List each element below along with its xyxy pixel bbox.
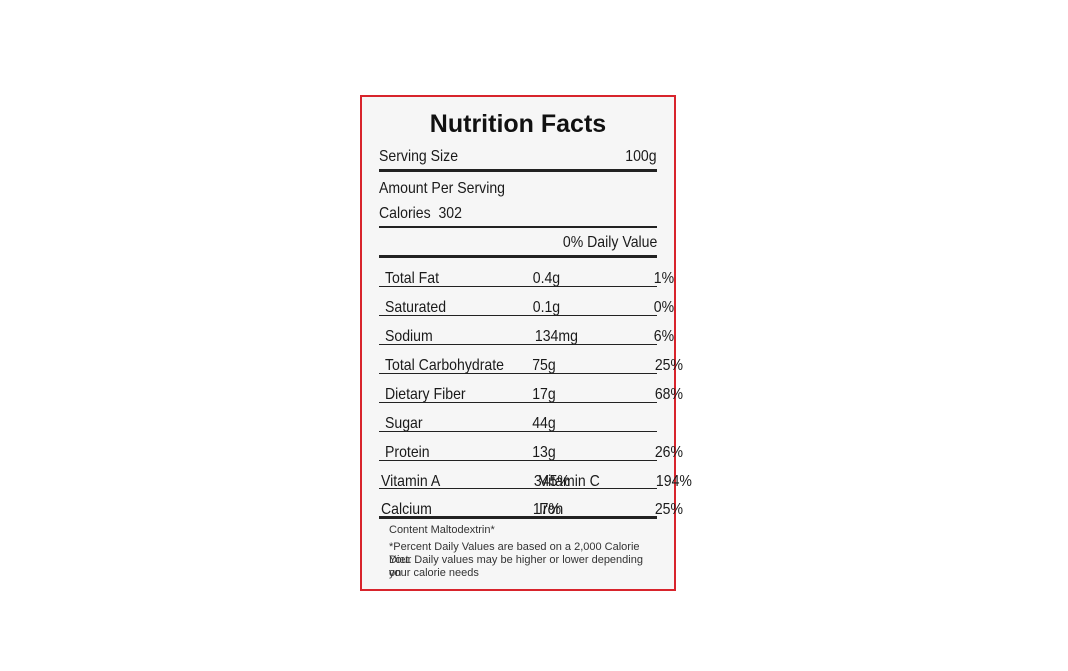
nutrient-divider — [379, 373, 657, 374]
vitamin-row: Calcium 17% Iron 25% — [381, 501, 684, 518]
footnote-content: Content Maltodextrin* — [389, 524, 495, 536]
nutrient-divider — [379, 344, 657, 345]
nutrient-row: Saturated 0.1g 0% — [385, 299, 675, 316]
serving-size-label: Serving Size — [379, 148, 459, 165]
calories-label: Calories — [379, 205, 431, 222]
footnote-line-2: Your Daily values may be higher or lower… — [389, 554, 643, 579]
footnote-line-3: your calorie needs — [389, 567, 479, 579]
daily-value-header-wrap: 0% Daily Value — [550, 234, 657, 252]
nutrient-divider — [379, 460, 657, 461]
vitamin-divider — [379, 516, 657, 519]
nutrient-divider — [379, 315, 657, 316]
calories-value: 302 — [438, 205, 462, 222]
nutrient-divider — [379, 402, 657, 403]
serving-size-value: 100g — [625, 148, 657, 165]
nutrition-facts-label: Nutrition Facts Serving Size 100g Amount… — [360, 95, 692, 591]
divider-serving — [379, 169, 657, 172]
serving-size-value-wrap: 100g — [621, 148, 657, 166]
nutrient-row: Sugar 44g — [385, 415, 556, 432]
amount-per-serving: Amount Per Serving — [379, 180, 657, 198]
label-content: Nutrition Facts Serving Size 100g Amount… — [379, 97, 692, 589]
vitamin-divider — [379, 488, 657, 489]
nutrient-row: Protein 13g 26% — [385, 444, 684, 461]
divider-calories — [379, 226, 657, 228]
label-title: Nutrition Facts — [429, 110, 607, 138]
daily-value-header: 0% Daily Value — [562, 234, 657, 251]
footnote-line-1: *Percent Daily Values are based on a 2,0… — [389, 541, 640, 566]
amount-per-serving-text: Amount Per Serving — [379, 180, 506, 197]
calories-text-wrap: Calories 302 — [379, 205, 462, 223]
nutrient-row: Sodium 134mg 6% — [385, 328, 675, 345]
nutrient-row: Dietary Fiber 17g 68% — [385, 386, 684, 403]
nutrient-row: Total Fat 0.4g 1% — [385, 270, 675, 287]
nutrient-row: Total Carbohydrate 75g 25% — [385, 357, 684, 374]
nutrient-divider — [379, 431, 657, 432]
calories-row: Calories 302 — [379, 205, 657, 223]
vitamin-row: Vitamin A 345% Vitamin C 194% — [381, 473, 692, 490]
serving-size-row: Serving Size 100g — [379, 148, 657, 166]
divider-dv-header — [379, 255, 657, 258]
nutrient-divider — [379, 286, 657, 287]
